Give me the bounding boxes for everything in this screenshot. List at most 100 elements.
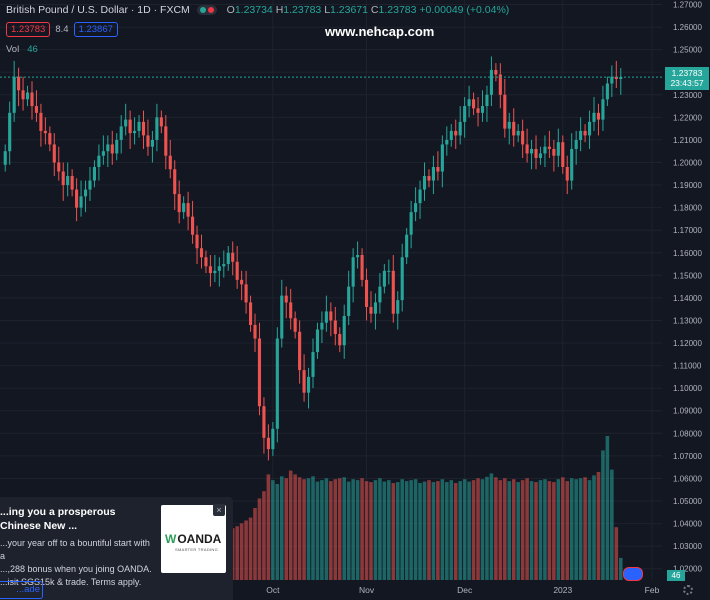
y-tick-label: 1.23000 (673, 91, 702, 100)
sell-button[interactable]: 1.23783 (6, 22, 51, 37)
volume-bar (476, 478, 480, 580)
candle (387, 259, 391, 285)
candle (485, 85, 489, 122)
candle (454, 119, 458, 149)
candle (164, 115, 168, 170)
volume-bar (360, 478, 364, 580)
candle (115, 133, 119, 161)
candle (12, 60, 16, 122)
candle (226, 245, 230, 271)
candle (124, 103, 128, 136)
y-tick-label: 1.14000 (673, 294, 702, 303)
volume-bar (333, 479, 338, 580)
gear-icon[interactable] (683, 585, 693, 595)
candle (579, 117, 583, 152)
candle (320, 311, 324, 344)
candle (182, 196, 186, 219)
candle (79, 180, 83, 217)
volume-bar (440, 479, 445, 580)
candle (489, 56, 493, 107)
candle (34, 90, 39, 122)
market-status-icon[interactable] (196, 5, 217, 16)
candle (445, 126, 449, 156)
y-tick-label: 1.13000 (673, 316, 702, 325)
y-tick-label: 1.04000 (673, 520, 702, 529)
oanda-ad-banner[interactable]: ...ing you a prosperous Chinese New ... … (0, 497, 233, 600)
candle (298, 320, 302, 384)
candle (25, 85, 30, 107)
candle (587, 110, 592, 149)
candle (17, 67, 21, 107)
candle (119, 115, 123, 154)
candle (605, 76, 609, 107)
candle (463, 97, 467, 138)
volume-bar (315, 481, 320, 580)
volume-bar (262, 491, 266, 580)
volume-bar (413, 479, 418, 580)
volume-bar (538, 480, 543, 580)
candle (538, 146, 543, 165)
trade-now-button[interactable]: ...ade now (0, 581, 43, 599)
candle (262, 397, 266, 454)
volume-bar (373, 480, 378, 580)
us-uk-flag-icon[interactable] (623, 567, 643, 581)
volume-legend[interactable]: Vol 46 (6, 44, 38, 55)
candle (476, 97, 480, 127)
volume-bar (511, 479, 516, 580)
volume-bar (266, 474, 271, 580)
trade-buttons: 1.23783 8.4 1.23867 (6, 22, 118, 37)
candle (266, 424, 270, 461)
candle (57, 146, 61, 181)
price-axis[interactable]: 1.270001.260001.250001.240001.230001.220… (673, 1, 702, 574)
candle (570, 133, 574, 190)
volume-bar (409, 480, 413, 580)
candle (208, 255, 212, 287)
symbol-title[interactable]: British Pound / U.S. Dollar · 1D · FXCM (6, 4, 190, 16)
candle (574, 130, 578, 165)
volume-bar (503, 478, 507, 580)
volume-bar (498, 480, 503, 580)
volume-bar (369, 482, 373, 580)
close-icon[interactable]: × (213, 504, 225, 516)
candle (614, 60, 618, 89)
y-tick-label: 1.25000 (673, 46, 702, 55)
candle (556, 128, 560, 168)
candle (48, 126, 52, 152)
candle (43, 117, 47, 145)
y-tick-label: 1.07000 (673, 452, 702, 461)
candle (302, 354, 306, 402)
candle (396, 291, 400, 330)
volume-bar (480, 479, 485, 580)
volume-bar (387, 480, 391, 580)
volume-bar (275, 484, 280, 580)
candle (280, 279, 284, 348)
volume-bar (239, 523, 244, 580)
candle (141, 110, 146, 149)
volume-bar (329, 481, 333, 580)
candle (199, 234, 204, 269)
candle (92, 160, 96, 188)
y-tick-label: 1.12000 (673, 339, 702, 348)
time-axis[interactable]: Oct Nov Dec 2023 Feb (266, 585, 659, 595)
candle (324, 295, 328, 332)
candle (128, 110, 132, 149)
candle (552, 139, 556, 172)
candle (583, 124, 587, 143)
volume-bar (257, 498, 262, 580)
candle (133, 117, 137, 145)
candle (333, 306, 337, 346)
volume-bar (418, 483, 422, 580)
candle (173, 160, 177, 210)
volume-bar (293, 474, 297, 580)
buy-button[interactable]: 1.23867 (73, 22, 118, 37)
volume-bar (320, 480, 324, 580)
volume-bar (467, 481, 471, 580)
candle (512, 108, 516, 147)
volume-bar (351, 479, 355, 580)
oanda-logo[interactable]: WOANDA SMARTER TRADING (161, 505, 226, 573)
candle (231, 241, 235, 276)
volume-bar (569, 478, 574, 580)
candle (498, 63, 502, 109)
candle (248, 295, 253, 332)
candle (8, 101, 12, 165)
